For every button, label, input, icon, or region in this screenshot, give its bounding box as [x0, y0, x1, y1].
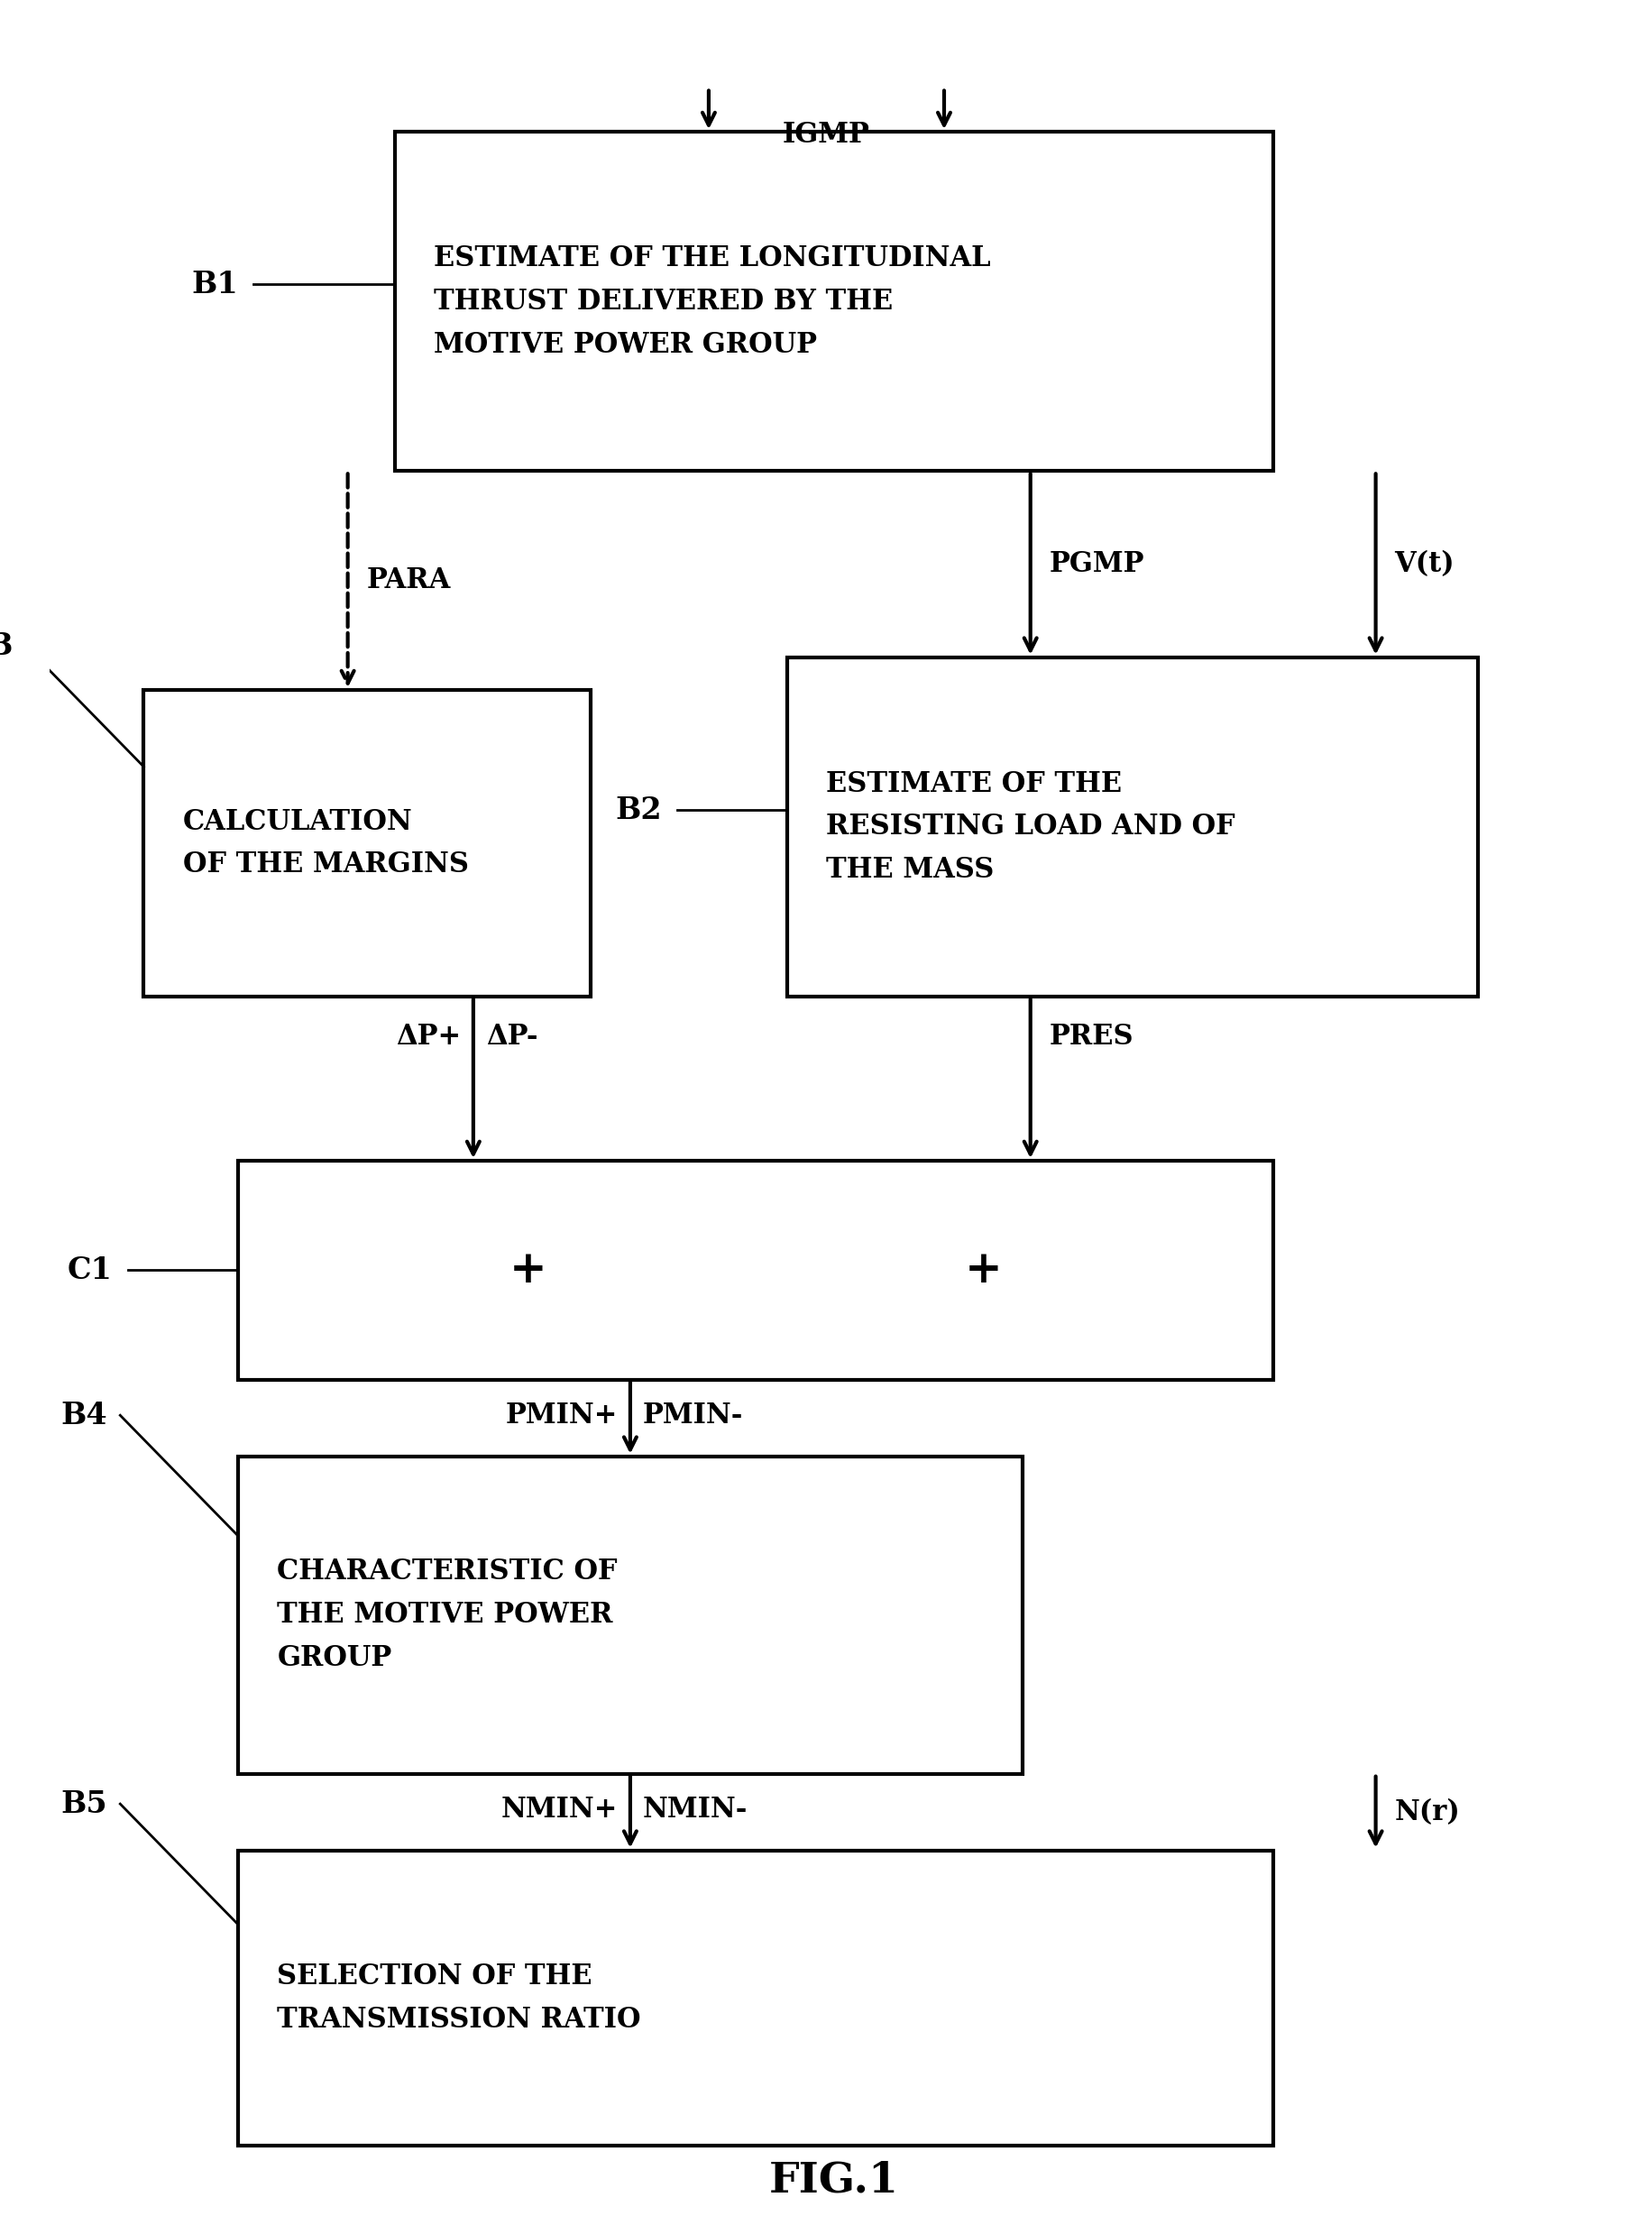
Bar — [144, 690, 591, 996]
Text: FIG.1: FIG.1 — [770, 2160, 899, 2200]
Text: NMIN-: NMIN- — [643, 1796, 748, 1823]
Bar — [395, 132, 1274, 471]
Text: PGMP: PGMP — [1049, 550, 1145, 579]
Text: B5: B5 — [61, 1789, 107, 1818]
Text: B1: B1 — [192, 270, 238, 299]
Text: B2: B2 — [615, 795, 661, 824]
Text: C1: C1 — [68, 1256, 112, 1285]
Text: CALCULATION
OF THE MARGINS: CALCULATION OF THE MARGINS — [183, 809, 469, 878]
Bar — [238, 1850, 1274, 2147]
Bar — [238, 1457, 1023, 1774]
Text: +: + — [965, 1249, 1003, 1291]
Text: SELECTION OF THE
TRANSMISSION RATIO: SELECTION OF THE TRANSMISSION RATIO — [278, 1964, 641, 2033]
Text: ΔP+: ΔP+ — [396, 1023, 461, 1050]
Text: B3: B3 — [0, 632, 13, 661]
Text: NMIN+: NMIN+ — [501, 1796, 618, 1823]
Bar — [786, 657, 1477, 996]
Text: ESTIMATE OF THE
RESISTING LOAD AND OF
THE MASS: ESTIMATE OF THE RESISTING LOAD AND OF TH… — [826, 771, 1236, 885]
Text: PRES: PRES — [1049, 1023, 1133, 1050]
Text: N(r): N(r) — [1394, 1798, 1460, 1825]
Text: PMIN-: PMIN- — [643, 1401, 743, 1430]
Text: V(t): V(t) — [1394, 550, 1455, 579]
Text: PARA: PARA — [367, 567, 451, 594]
Text: +: + — [509, 1249, 547, 1291]
Text: ESTIMATE OF THE LONGITUDINAL
THRUST DELIVERED BY THE
MOTIVE POWER GROUP: ESTIMATE OF THE LONGITUDINAL THRUST DELI… — [434, 244, 991, 360]
Text: IGMP: IGMP — [783, 121, 871, 150]
Text: CHARACTERISTIC OF
THE MOTIVE POWER
GROUP: CHARACTERISTIC OF THE MOTIVE POWER GROUP — [278, 1557, 618, 1673]
Text: ΔP-: ΔP- — [486, 1023, 537, 1050]
Text: B4: B4 — [61, 1401, 107, 1430]
Bar — [238, 1162, 1274, 1381]
Text: PMIN+: PMIN+ — [506, 1401, 618, 1430]
